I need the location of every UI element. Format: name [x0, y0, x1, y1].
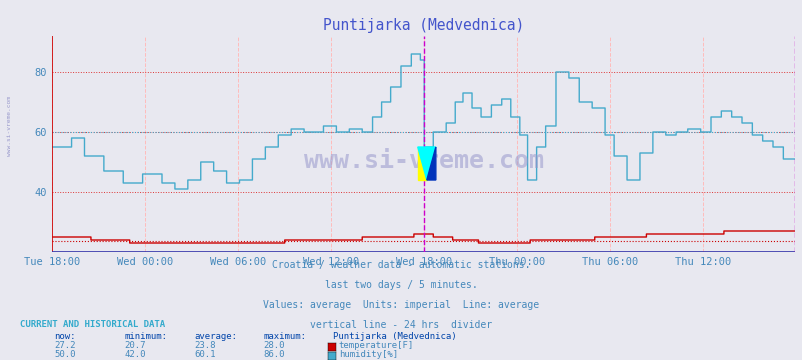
Text: 28.0: 28.0 — [263, 342, 285, 351]
Text: Values: average  Units: imperial  Line: average: Values: average Units: imperial Line: av… — [263, 300, 539, 310]
Text: temperature[F]: temperature[F] — [338, 342, 414, 351]
Text: maximum:: maximum: — [263, 332, 306, 341]
Text: 20.7: 20.7 — [124, 342, 146, 351]
Text: Croatia / weather data - automatic stations.: Croatia / weather data - automatic stati… — [272, 260, 530, 270]
Text: humidity[%]: humidity[%] — [338, 351, 398, 360]
Text: www.si-vreme.com: www.si-vreme.com — [303, 149, 543, 173]
Polygon shape — [427, 147, 435, 180]
Text: 60.1: 60.1 — [194, 351, 216, 360]
Text: 23.8: 23.8 — [194, 342, 216, 351]
Title: Puntijarka (Medvednica): Puntijarka (Medvednica) — [322, 18, 524, 33]
Text: vertical line - 24 hrs  divider: vertical line - 24 hrs divider — [310, 320, 492, 330]
Text: last two days / 5 minutes.: last two days / 5 minutes. — [325, 280, 477, 290]
Text: 86.0: 86.0 — [263, 351, 285, 360]
Text: Puntijarka (Medvednica): Puntijarka (Medvednica) — [333, 332, 456, 341]
Text: now:: now: — [55, 332, 76, 341]
Polygon shape — [417, 147, 427, 180]
Text: 42.0: 42.0 — [124, 351, 146, 360]
Text: minimum:: minimum: — [124, 332, 168, 341]
Text: 50.0: 50.0 — [55, 351, 76, 360]
Polygon shape — [417, 147, 435, 180]
Text: average:: average: — [194, 332, 237, 341]
Text: CURRENT AND HISTORICAL DATA: CURRENT AND HISTORICAL DATA — [20, 320, 165, 329]
Text: www.si-vreme.com: www.si-vreme.com — [7, 96, 12, 156]
Text: 27.2: 27.2 — [55, 342, 76, 351]
